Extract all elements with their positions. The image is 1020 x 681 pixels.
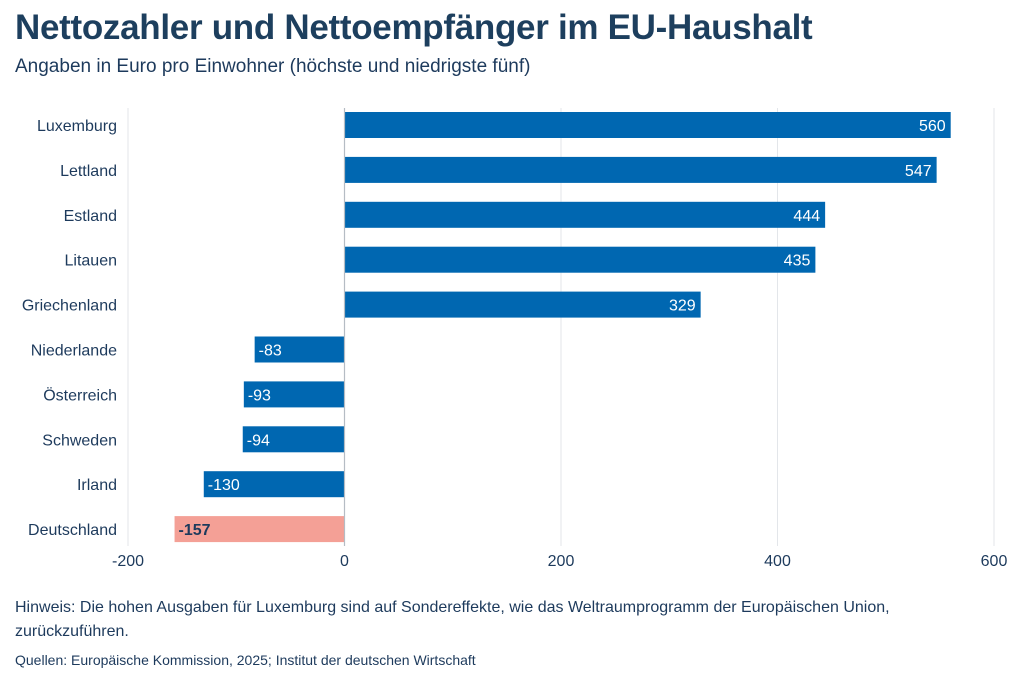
data-label: 435 [784,253,811,270]
bar-chart: -200 0 200 400 600 Luxemburg 560 Lettland 547 Est… [22,108,1008,570]
category-label: Lettland [60,163,117,180]
bar-deutschland [174,516,345,543]
category-label: Deutschland [28,522,117,539]
data-label: -83 [259,343,282,360]
category-label: Griechenland [22,298,117,315]
x-tick-label: 600 [981,553,1008,570]
data-label: -94 [247,432,270,449]
bar-estland [344,201,826,228]
category-label: Litauen [65,253,118,270]
category-label: Schweden [42,432,117,449]
x-tick-label: 200 [548,553,575,570]
x-tick-label: 400 [764,553,791,570]
data-label: 547 [905,163,932,180]
category-label: Estland [64,208,117,225]
bar-österreich [243,381,345,408]
chart-note: Hinweis: Die hohen Ausgaben für Luxembur… [15,599,890,640]
x-tick-label: 0 [340,553,349,570]
data-label: 560 [919,118,946,135]
bar-niederlande [254,336,345,363]
bar-lettland [344,156,937,183]
bar-schweden [242,426,345,453]
chart-title: Nettozahler und Nettoempfänger im EU-Hau… [15,8,813,47]
bar-griechenland [344,291,701,318]
data-label: 329 [669,298,696,315]
chart-subtitle: Angaben in Euro pro Einwohner (höchste u… [15,56,531,77]
chart-source: Quellen: Europäische Kommission, 2025; I… [15,652,476,668]
data-label: 444 [793,208,820,225]
bar-irland [203,471,345,498]
x-tick-label: -200 [112,553,144,570]
data-label: -157 [179,522,211,539]
data-label: -93 [248,387,271,404]
category-label: Luxemburg [37,118,117,135]
data-label: -130 [208,477,240,494]
bar-litauen [344,246,816,273]
category-label: Niederlande [31,343,117,360]
category-label: Irland [77,477,117,494]
bar-luxemburg [344,112,951,138]
category-label: Österreich [43,386,117,404]
